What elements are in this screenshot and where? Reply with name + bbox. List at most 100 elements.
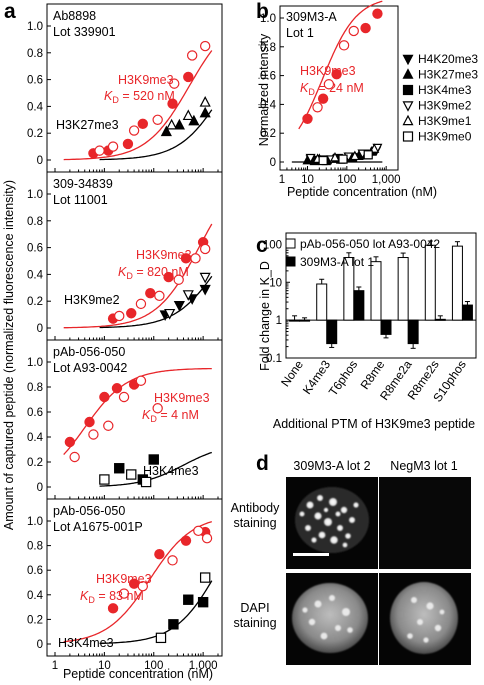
data-point-H3K9me0 [363,150,373,160]
data-point-H3K9me3 [94,145,105,156]
nuclear-focus [330,536,338,544]
y-tick-label: 0.8 [27,216,43,228]
fit-curve-H3K4me3 [99,580,213,645]
panel-letter-d: d [256,452,269,475]
fit-curve-H3K27me3 [99,109,213,161]
data-point-H3K9me3 [183,71,194,83]
fit-curve-H3K9me3 [63,50,213,161]
data-point-H3K9me2 [164,308,176,320]
legend-label-H3K9me2: H3K9me2 [418,99,472,113]
bar-None [289,319,301,322]
data-point-H3K9me2 [199,272,211,284]
panel-c-chart: 0.1110100NoneK4me3T6phosR8meR8me2aR8me2s… [263,232,477,405]
antibody-name: pAb-056-050 [53,504,125,518]
antibody-lot: Lot A1675-001P [53,520,143,534]
y-tick-label: 0.6 [27,75,43,87]
dapi-focus [439,609,445,615]
legend-marker-H3K9me2 [402,101,414,112]
panel-d-col-label-1: 309M3-A lot 2 [293,459,370,473]
data-point-H3K9me3 [201,533,213,544]
bar-R8me [380,319,392,335]
series-label-H3K9me3: H3K9me3 [118,73,174,87]
y-tick-label: 0.4 [260,99,277,111]
data-point-H3K4me3 [183,594,194,605]
legend-label-H3K9me1: H3K9me1 [418,114,472,128]
data-point-H3K27me3 [199,106,211,118]
image-antibody-negm3 [379,477,471,569]
nuclear-focus [311,537,317,543]
fit-curve-H3K9me3 [63,520,213,643]
dapi-focus [308,618,316,626]
data-point-H3K9me3 [118,588,130,599]
nuclear-focus [337,525,343,531]
x-tick-label: 10 [98,660,111,672]
antibody-name: pAb-056-050 [53,345,125,359]
data-point-H3K9me2 [199,284,211,296]
nuclear-focus [314,512,322,520]
data-point-H3K9me3 [186,50,198,61]
series-label-H3K4me3: H3K4me3 [143,464,199,478]
data-point-H3K9me3 [103,420,114,431]
y-tick-label: 1 [276,315,282,327]
data-point-H3K9me3 [348,25,359,37]
dapi-focus [320,632,328,640]
nuclear-focus [342,542,348,548]
dapi-focus [314,600,322,608]
data-point-H3K9me3 [145,287,156,299]
data-point-H3K9me3 [167,98,178,109]
nuclear-focus [317,495,323,501]
x-tick-label: T6phos [326,358,360,399]
data-point-H3K4me3 [140,476,152,488]
fit-curve-H3K4me3 [99,451,212,487]
data-point-H3K9me3 [114,310,125,322]
data-point-H3K9me3 [323,79,335,90]
data-point-H3K27me3 [160,125,172,137]
data-point-H3K9me3 [199,243,211,255]
data-point-H3K9me3 [173,274,184,285]
bar-R8me2s [434,318,446,321]
panel-c-ylabel: Fold change in K_D [258,261,272,371]
dapi-focus [426,602,434,610]
nuclear-focus [349,517,355,523]
dapi-focus [302,607,308,613]
data-point-H3K9me1 [349,150,360,161]
y-tick-label: 0.2 [27,457,43,469]
panel-d-row-label-2-line1: DAPI [240,601,269,615]
antibody-name: 309-34839 [53,177,113,191]
legend-label-H3K27me3: H3K27me3 [418,68,478,82]
data-point-H3K9me3 [118,391,130,403]
data-point-H3K9me3 [154,290,165,302]
nuclear-foci [299,495,359,548]
antibody-name: 309M3-A [286,10,337,24]
y-tick-label: 0 [37,639,43,651]
panel-letter-c: c [256,234,268,257]
series-label-H3K4me3: H3K4me3 [58,636,114,650]
bar-R8me2s [424,244,436,321]
data-point-H3K4me3 [99,474,110,485]
nuclear-focus [329,498,337,506]
data-point-H3K4me3 [199,572,211,583]
data-point-H3K9me0 [318,155,328,166]
data-point-H3K9me3 [360,22,371,34]
data-point-H3K4me3 [126,469,137,480]
y-tick-label: 0.2 [27,614,43,626]
y-tick-label: 0.4 [27,590,44,602]
data-point-H3K9me3 [135,298,147,310]
bar-T6phos [353,290,365,321]
data-point-H3K9me3 [107,603,119,614]
y-tick-label: 10 [269,277,282,289]
legend-label-H4K20me3: H4K20me3 [418,52,478,66]
data-point-H3K9me3 [126,308,137,319]
legend-label-1: 309M3-A lot 1 [300,255,374,269]
dapi-focus [347,627,353,633]
series-label-H3K9me2: H3K9me2 [64,293,120,307]
data-point-H3K4me3 [197,596,209,608]
data-point-H3K9me2 [305,153,316,164]
series-label-H3K9me3: H3K9me3 [154,391,210,405]
dapi-focus [411,597,417,603]
legend-swatch-1 [285,256,296,267]
fit-curve-H3K9me3 [63,223,213,329]
data-point-H3K9me3 [107,141,119,152]
antibody-lot: Lot 11001 [53,193,108,207]
dapi-focus [407,633,413,639]
